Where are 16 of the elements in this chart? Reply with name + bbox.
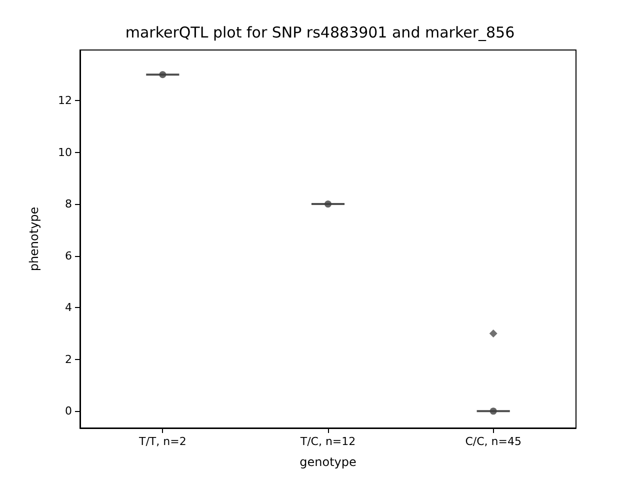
y-tick-label: 8	[65, 198, 72, 211]
x-tick-label: T/C, n=12	[299, 435, 356, 448]
y-tick-label: 10	[58, 146, 72, 159]
point	[490, 408, 497, 415]
y-tick-label: 6	[65, 249, 72, 262]
y-tick-label: 4	[65, 301, 72, 314]
x-tick-label: T/T, n=2	[138, 435, 186, 448]
x-axis-title: genotype	[300, 455, 356, 469]
y-tick-label: 0	[65, 404, 72, 418]
point	[324, 200, 332, 208]
y-axis-title: phenotype	[27, 206, 41, 272]
x-tick-label: C/C, n=45	[465, 435, 522, 448]
y-tick-label: 12	[58, 94, 72, 107]
chart-title: markerQTL plot for SNP rs4883901 and marker_856	[125, 24, 515, 42]
y-tick-label: 2	[65, 352, 72, 366]
point	[159, 71, 166, 78]
